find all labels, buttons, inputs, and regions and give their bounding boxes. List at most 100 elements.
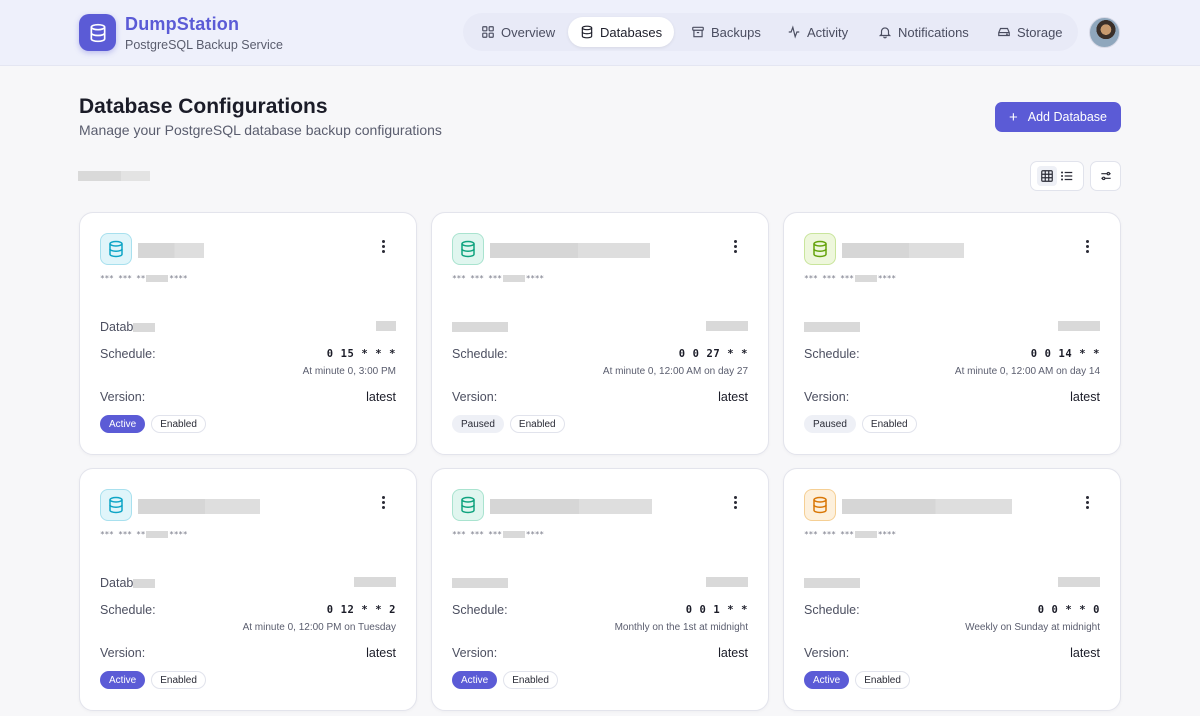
redacted-host <box>146 531 169 538</box>
connection-string: *** *** ** **** <box>100 530 188 539</box>
more-options-icon[interactable] <box>376 237 390 255</box>
database-card[interactable]: *** *** ** **** Datab Schedule: 0 15 * *… <box>79 212 417 455</box>
badge-group: Active Enabled <box>804 671 910 689</box>
schedule-label: Schedule: <box>100 603 156 617</box>
version-label: Version: <box>100 646 146 660</box>
badge-group: Active Enabled <box>100 671 206 689</box>
connection-string: *** *** *** **** <box>452 530 544 539</box>
grid-view-icon <box>1041 170 1053 182</box>
filter-settings-button[interactable] <box>1090 161 1121 191</box>
nav-storage[interactable]: Storage <box>985 17 1075 47</box>
redacted-database-name <box>490 243 650 258</box>
status-badge: Paused <box>804 415 856 433</box>
redacted-database-value <box>1058 321 1100 331</box>
more-options-icon[interactable] <box>728 493 742 511</box>
view-toggle <box>1030 161 1084 191</box>
schedule-label: Schedule: <box>452 347 508 361</box>
nav-databases[interactable]: Databases <box>568 17 675 47</box>
redacted-database-value <box>354 577 396 587</box>
connection-string: *** *** *** **** <box>452 274 544 283</box>
redacted-database-value <box>376 321 396 331</box>
nav-activity[interactable]: Activity <box>775 17 860 47</box>
hard-drive-icon <box>998 27 1010 37</box>
database-icon <box>804 233 836 265</box>
conn-prefix: *** *** *** <box>804 530 854 539</box>
conn-prefix: *** *** *** <box>804 274 854 283</box>
status-badge: Active <box>100 415 146 433</box>
cron-description: At minute 0, 12:00 AM on day 27 <box>602 366 748 377</box>
connection-string: *** *** *** **** <box>804 530 896 539</box>
page-subtitle: Manage your PostgreSQL database backup c… <box>79 122 442 138</box>
grid-view-button[interactable] <box>1037 166 1057 186</box>
page-title: Database Configurations <box>79 95 328 118</box>
nav-notifications[interactable]: Notifications <box>866 17 981 47</box>
redacted-database-name <box>138 243 204 258</box>
status-badge: Active <box>100 671 146 689</box>
version-label: Version: <box>452 390 498 404</box>
database-card[interactable]: *** *** ** **** Datab Schedule: 0 12 * *… <box>79 468 417 711</box>
cron-expression: 0 15 * * * <box>326 348 396 360</box>
enabled-badge: Enabled <box>151 415 206 433</box>
user-avatar[interactable] <box>1089 17 1120 48</box>
more-options-icon[interactable] <box>1080 493 1094 511</box>
database-icon <box>100 489 132 521</box>
version-label: Version: <box>804 646 850 660</box>
badge-group: Active Enabled <box>100 415 206 433</box>
connection-string: *** *** ** **** <box>100 274 188 283</box>
conn-prefix: *** *** *** <box>452 274 502 283</box>
redacted-database-name <box>490 499 652 514</box>
version-value: latest <box>366 646 396 660</box>
database-icon <box>452 233 484 265</box>
version-value: latest <box>1070 390 1100 404</box>
sliders-icon <box>1100 171 1111 181</box>
brand-logo[interactable] <box>79 14 116 51</box>
add-database-button[interactable]: + Add Database <box>995 102 1121 132</box>
nav-backups[interactable]: Backups <box>679 17 773 47</box>
main-nav: Overview Databases Backups Activity Noti… <box>463 13 1078 51</box>
brand-name[interactable]: DumpStation <box>125 14 240 34</box>
database-card[interactable]: *** *** *** **** Schedule: 0 0 1 * * Mon… <box>431 468 769 711</box>
redacted-database-value <box>1058 577 1100 587</box>
more-options-icon[interactable] <box>1080 237 1094 255</box>
database-label: Datab <box>100 576 156 590</box>
nav-overview-label: Overview <box>501 24 556 40</box>
nav-overview[interactable]: Overview <box>469 17 567 47</box>
redacted-host <box>502 531 525 538</box>
database-icon <box>804 489 836 521</box>
version-value: latest <box>1070 646 1100 660</box>
conn-prefix: *** *** ** <box>100 274 146 283</box>
more-options-icon[interactable] <box>728 237 742 255</box>
enabled-badge: Enabled <box>861 415 917 433</box>
database-card[interactable]: *** *** *** **** Schedule: 0 0 * * 0 Wee… <box>783 468 1121 711</box>
top-header: DumpStation PostgreSQL Backup Service Ov… <box>0 0 1200 66</box>
database-card[interactable]: *** *** *** **** Schedule: 0 0 27 * * At… <box>431 212 769 455</box>
status-badge: Active <box>804 671 850 689</box>
database-icon <box>90 23 105 42</box>
database-icon <box>581 25 593 39</box>
database-label-text: Datab <box>100 576 134 590</box>
version-label: Version: <box>100 390 146 404</box>
version-value: latest <box>718 646 748 660</box>
redacted-host <box>854 275 877 282</box>
version-label: Version: <box>804 390 850 404</box>
conn-suffix: **** <box>877 530 896 539</box>
cron-description: At minute 0, 3:00 PM <box>302 366 396 377</box>
redacted-database-name <box>842 243 964 258</box>
nav-storage-label: Storage <box>1017 24 1063 40</box>
plus-icon: + <box>1009 108 1018 126</box>
conn-suffix: **** <box>877 274 896 283</box>
redacted-host <box>502 275 525 282</box>
cron-description: At minute 0, 12:00 PM on Tuesday <box>242 622 396 633</box>
badge-group: Active Enabled <box>452 671 558 689</box>
database-icon <box>100 233 132 265</box>
schedule-label: Schedule: <box>804 603 860 617</box>
redacted-label <box>804 578 860 588</box>
enabled-badge: Enabled <box>855 671 910 689</box>
database-card[interactable]: *** *** *** **** Schedule: 0 0 14 * * At… <box>783 212 1121 455</box>
bell-icon <box>878 27 892 39</box>
conn-suffix: **** <box>525 274 544 283</box>
more-options-icon[interactable] <box>376 493 390 511</box>
archive-icon <box>692 26 704 38</box>
list-view-button[interactable] <box>1057 166 1077 186</box>
badge-group: Paused Enabled <box>452 415 565 433</box>
